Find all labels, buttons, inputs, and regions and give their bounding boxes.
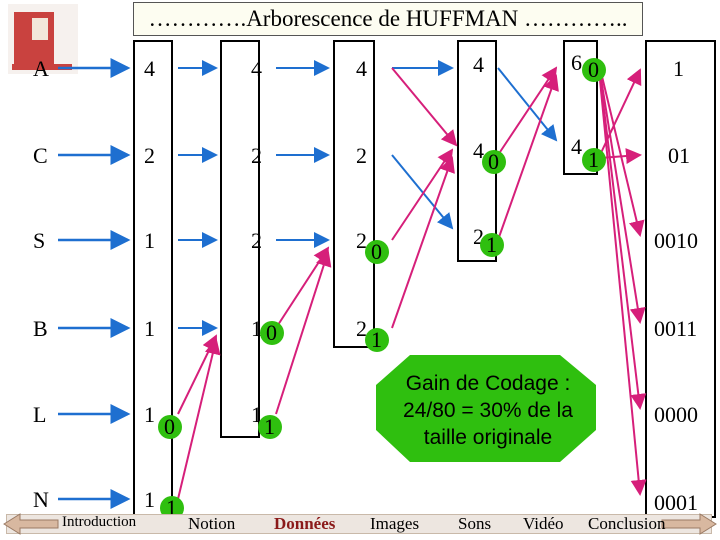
code-l: 0000	[654, 402, 698, 427]
bit-circle-c2-b	[260, 321, 284, 345]
col2-a: 4	[251, 56, 262, 81]
col3-c: 2	[356, 143, 367, 168]
bit-c1-n: 1	[166, 495, 177, 520]
symbol-s: S	[33, 228, 46, 253]
bit-c2-b: 0	[266, 320, 277, 345]
code-n: 0001	[654, 490, 698, 515]
symbol-n: N	[33, 487, 49, 512]
bit-c2-l: 1	[264, 414, 275, 439]
col1-s: 1	[144, 228, 155, 253]
bit-circle-c2-l	[258, 415, 282, 439]
col5-a: 6	[571, 50, 582, 75]
bit-circle-c5-a	[582, 58, 606, 82]
col1-a: 4	[144, 56, 155, 81]
col2-l: 1	[251, 402, 262, 427]
col2-s: 2	[251, 228, 262, 253]
nav-arrows	[3, 513, 717, 535]
column-bar-3	[333, 40, 375, 348]
col1-c: 2	[144, 143, 155, 168]
col4-c: 4	[473, 138, 484, 163]
bit-c4-s: 1	[486, 232, 497, 257]
gain-line-1: Gain de Codage :	[405, 372, 571, 395]
column-bar-5	[563, 40, 598, 175]
prev-arrow-icon[interactable]	[3, 513, 59, 535]
nav-notion[interactable]: Notion	[188, 514, 236, 533]
gain-shape	[376, 355, 596, 462]
bit-c5-c: 1	[588, 147, 599, 172]
nav-introduction[interactable]: Introduction	[62, 514, 137, 530]
next-arrow-icon[interactable]	[661, 513, 717, 535]
nav-video[interactable]: Vidéo	[523, 514, 564, 533]
symbol-c: C	[33, 143, 48, 168]
code-b: 0011	[654, 316, 698, 341]
bit-c3-b: 1	[371, 327, 382, 352]
col1-l: 1	[144, 402, 155, 427]
gain-text: Gain de Codage : 24/80 = 30% de la taill…	[388, 370, 588, 451]
col4-s: 2	[473, 224, 484, 249]
symbol-a: A	[33, 56, 49, 81]
page-title: ………….Arborescence de HUFFMAN …………..	[148, 6, 628, 31]
symbol-b: B	[33, 316, 48, 341]
code-a: 1	[673, 56, 684, 81]
title-box	[133, 2, 643, 36]
nav-images[interactable]: Images	[370, 514, 420, 533]
bit-circle-c3-s	[365, 240, 389, 264]
bit-c5-a: 0	[588, 57, 599, 82]
code-s: 0010	[654, 228, 698, 253]
col2-c: 2	[251, 143, 262, 168]
symbol-l: L	[33, 402, 47, 427]
bit-circle-c4-c	[482, 150, 506, 174]
bit-circle-c4-s	[480, 233, 504, 257]
bit-circle-c1-l	[158, 415, 182, 439]
col3-s: 2	[356, 228, 367, 253]
col3-a: 4	[356, 56, 367, 81]
col3-b: 2	[356, 316, 367, 341]
nav-sons[interactable]: Sons	[458, 514, 492, 533]
col1-b: 1	[144, 316, 155, 341]
column-bar-2	[220, 40, 260, 438]
col4-a: 4	[473, 52, 484, 77]
logo	[8, 4, 78, 74]
col2-b: 1	[251, 316, 262, 341]
bit-c3-s: 0	[371, 239, 382, 264]
col5-c: 4	[571, 134, 582, 159]
bit-circle-c5-c	[582, 148, 606, 172]
gain-line-2: 24/80 = 30% de la	[403, 399, 573, 422]
bit-circle-c3-b	[365, 328, 389, 352]
bit-c1-l: 0	[164, 414, 175, 439]
bit-c4-c: 0	[488, 149, 499, 174]
code-c: 01	[668, 143, 690, 168]
nav-donnees[interactable]: Données	[274, 514, 336, 533]
gain-line-3: taille originale	[423, 426, 553, 449]
nav-conclusion[interactable]: Conclusion	[588, 514, 666, 533]
col1-n: 1	[144, 487, 155, 512]
